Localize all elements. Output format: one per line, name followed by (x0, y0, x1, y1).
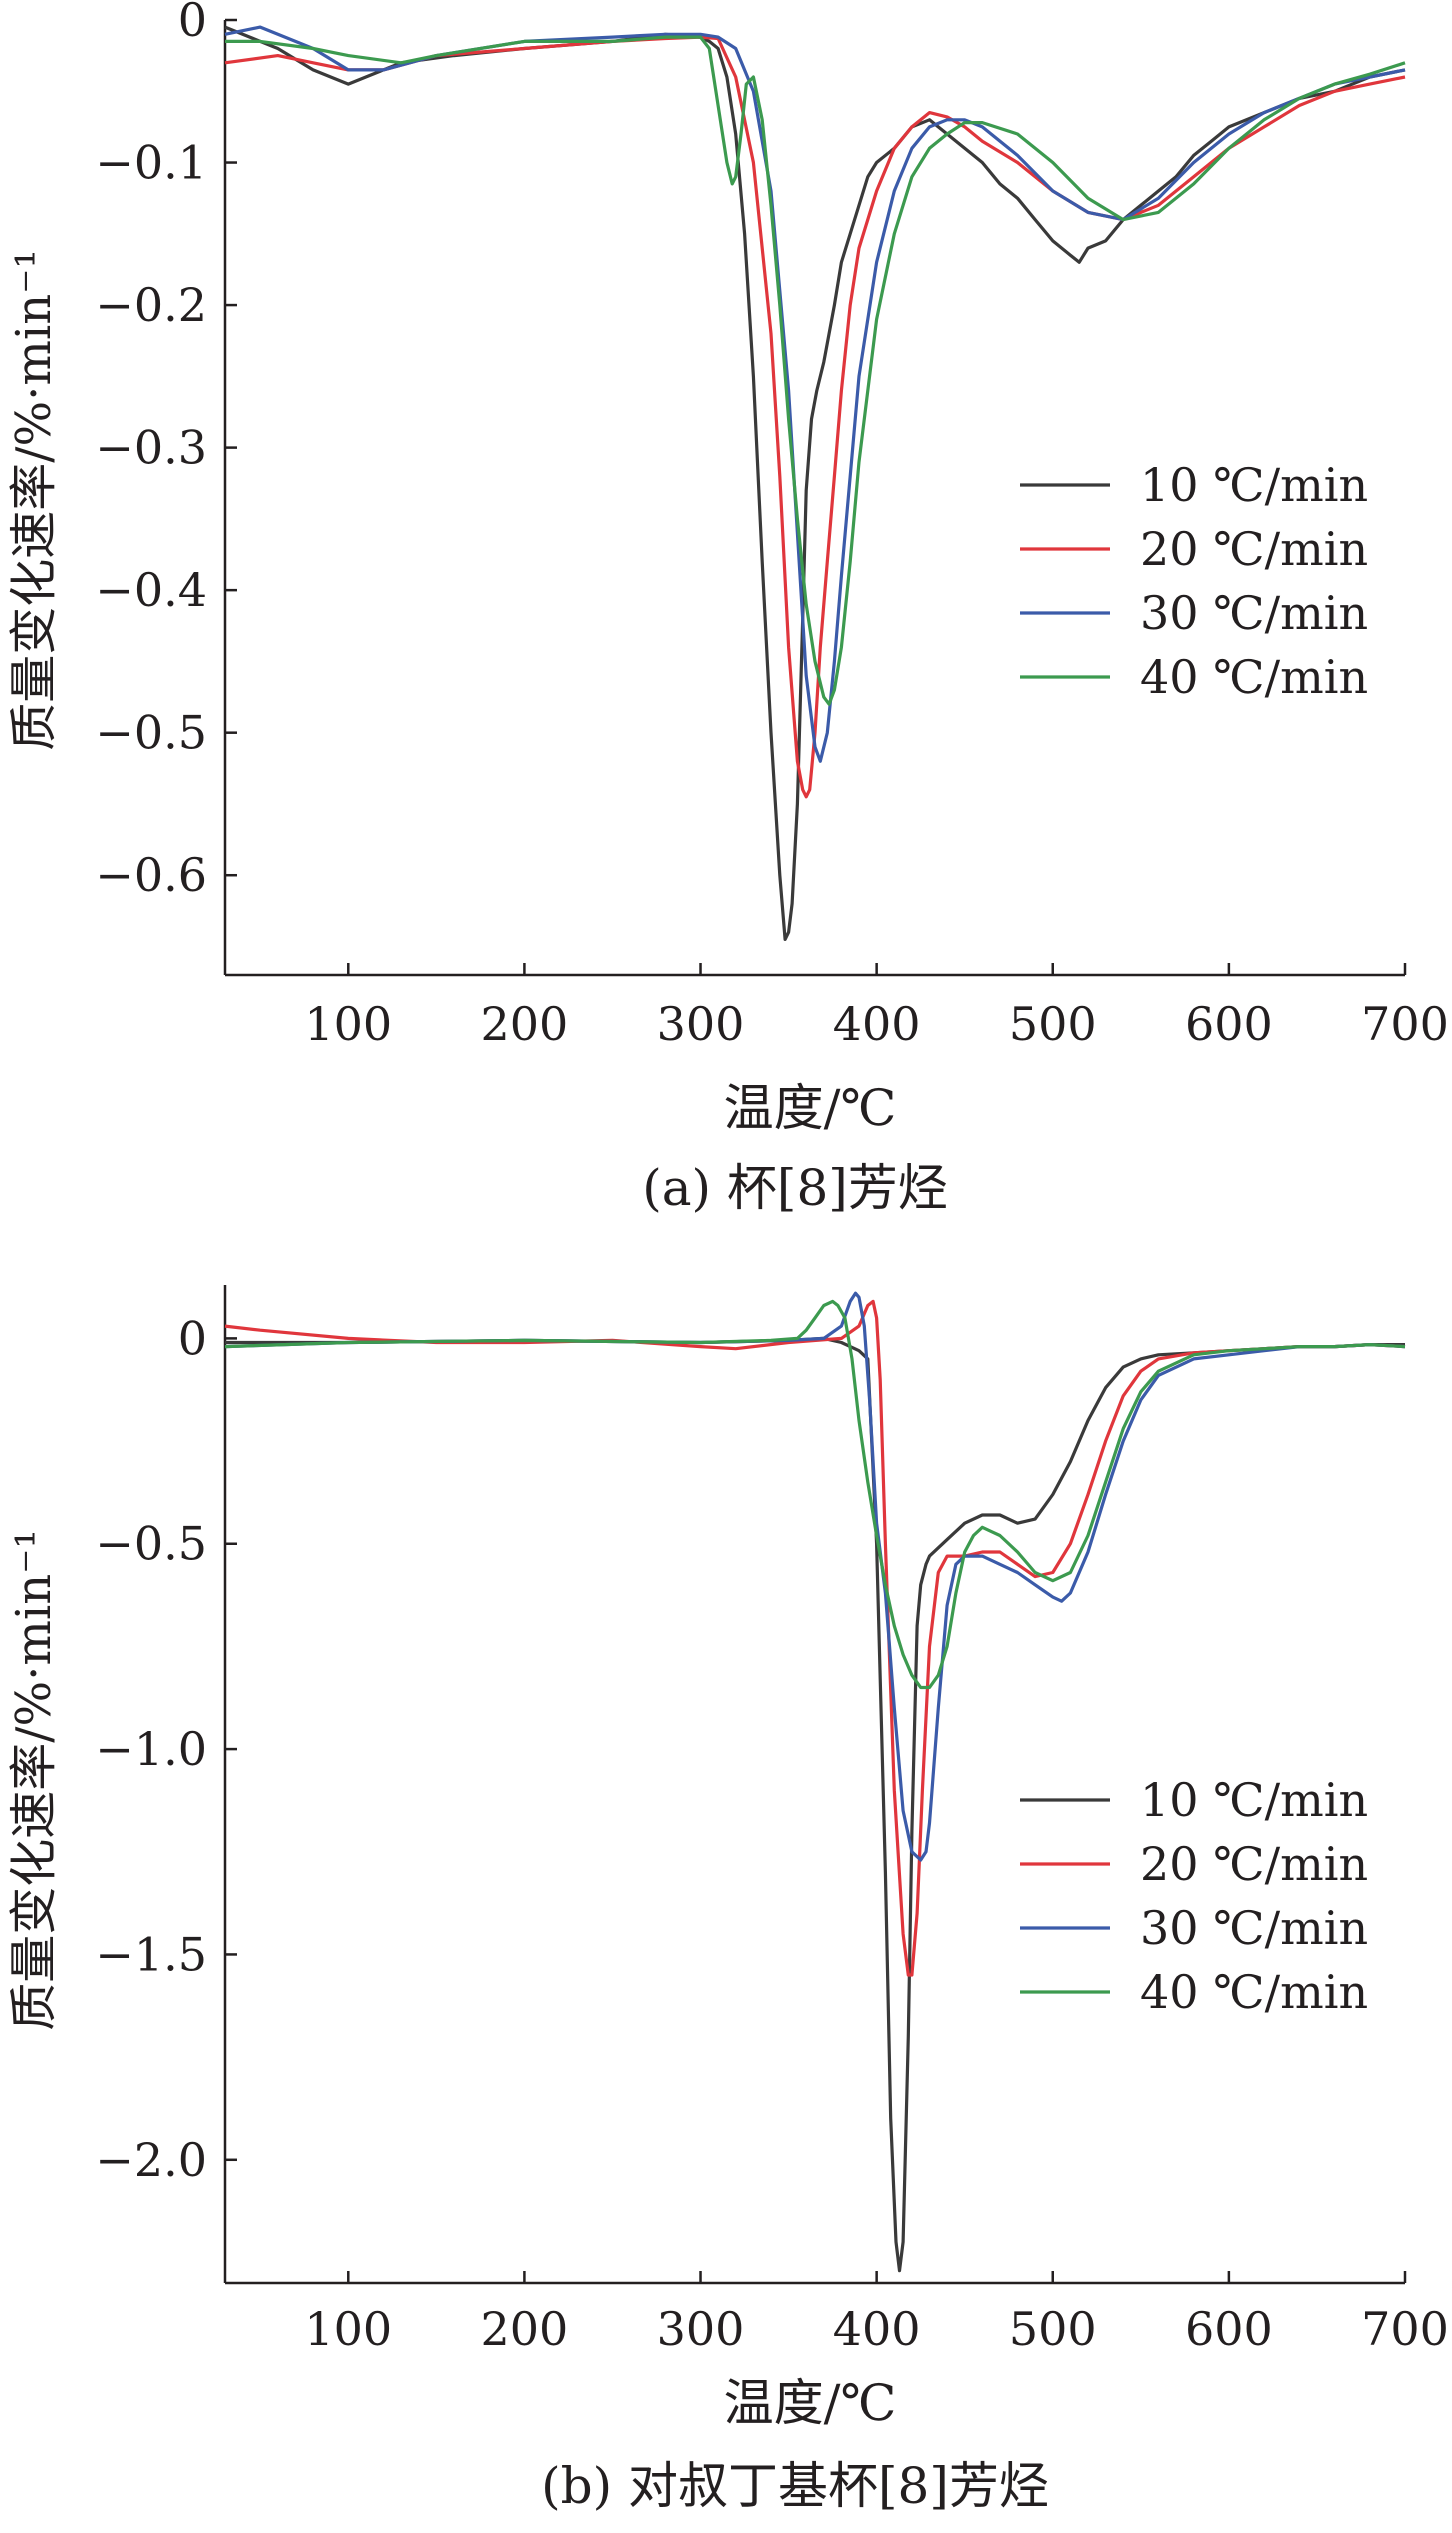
x-tick-label: 400 (833, 2302, 921, 2356)
series-line-2 (224, 1299, 1406, 1977)
y-tick-label: −1.5 (95, 1927, 207, 1981)
panel-caption: (a) 杯[8]芳烃 (642, 1159, 948, 1217)
x-tick-label: 300 (657, 2302, 745, 2356)
series-line-4 (225, 35, 1406, 706)
y-tick-label: −0.6 (95, 848, 207, 902)
series-line-3 (224, 25, 1406, 763)
y-tick-label: −0.3 (95, 421, 207, 475)
y-tick-label: −0.2 (95, 278, 207, 332)
x-tick-label: 400 (833, 997, 921, 1051)
x-tick-label: 200 (480, 2302, 568, 2356)
y-tick-label: −2.0 (95, 2133, 207, 2187)
legend-label-3: 30 ℃/min (1140, 586, 1368, 640)
legend-label-2: 20 ℃/min (1140, 1837, 1368, 1891)
legend-label-4: 40 ℃/min (1140, 1965, 1368, 2019)
y-tick-label: −0.5 (95, 1517, 207, 1571)
y-axis-label: 质量变化速率/%·min⁻¹ (6, 249, 62, 750)
x-tick-label: 300 (657, 997, 745, 1051)
series-line-3 (224, 1291, 1406, 1862)
x-axis-label: 温度/℃ (724, 1079, 897, 1137)
x-tick-label: 700 (1361, 997, 1449, 1051)
x-tick-label: 100 (304, 997, 392, 1051)
x-tick-label: 100 (304, 2302, 392, 2356)
y-tick-label: 0 (178, 0, 207, 47)
legend-label-4: 40 ℃/min (1140, 650, 1368, 704)
x-tick-label: 500 (1009, 997, 1097, 1051)
legend-label-3: 30 ℃/min (1140, 1901, 1368, 1955)
panel-caption: (b) 对叔丁基杯[8]芳烃 (541, 2457, 1049, 2515)
x-tick-label: 600 (1185, 997, 1273, 1051)
x-tick-label: 500 (1009, 2302, 1097, 2356)
y-tick-label: −1.0 (95, 1722, 207, 1776)
x-axis-label: 温度/℃ (724, 2374, 897, 2432)
x-tick-label: 200 (480, 997, 568, 1051)
legend-label-1: 10 ℃/min (1140, 458, 1368, 512)
y-tick-label: −0.5 (95, 706, 207, 760)
y-tick-label: −0.4 (95, 563, 207, 617)
series-line-4 (224, 1299, 1406, 1690)
y-tick-label: −0.1 (95, 136, 207, 190)
y-tick-label: 0 (178, 1311, 207, 1365)
panel-a: 100 200 300 400 500 600 700 0 −0.1 −0.2 −0.3 −0.4 −0… (6, 0, 1449, 1217)
x-tick-label: 600 (1185, 2302, 1273, 2356)
legend-label-1: 10 ℃/min (1140, 1773, 1368, 1827)
panel-b: 100 200 300 400 500 600 700 0 −0.5 −1.0 −1.5 −2.0 温度… (6, 1285, 1449, 2515)
legend-label-2: 20 ℃/min (1140, 522, 1368, 576)
y-axis-label: 质量变化速率/%·min⁻¹ (6, 1529, 62, 2030)
x-tick-label: 700 (1361, 2302, 1449, 2356)
